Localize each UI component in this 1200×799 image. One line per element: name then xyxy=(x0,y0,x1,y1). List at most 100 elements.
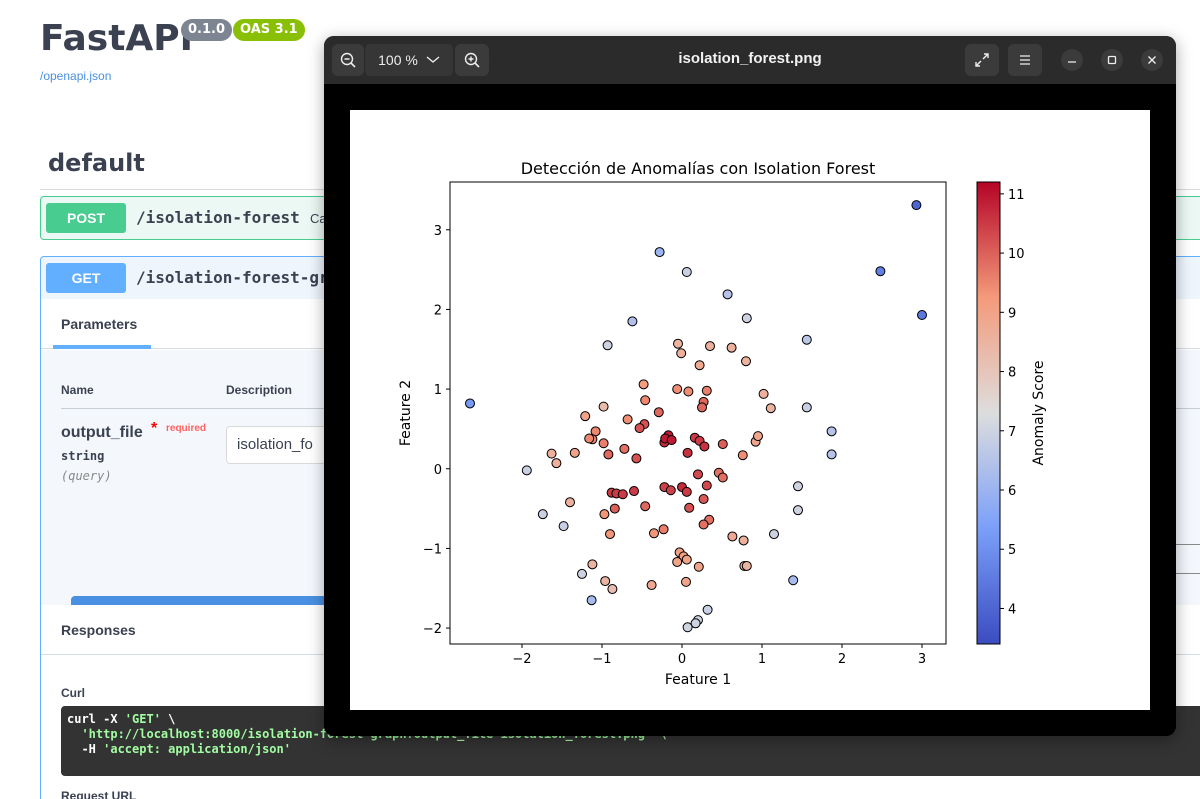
data-point xyxy=(569,447,580,458)
data-point xyxy=(727,531,738,542)
data-point xyxy=(617,489,628,500)
minimize-icon xyxy=(1068,61,1076,63)
colorbar-tick-label: 9 xyxy=(1008,306,1016,321)
zoom-out-button[interactable] xyxy=(332,44,364,76)
data-point xyxy=(622,414,633,425)
data-point xyxy=(603,449,614,460)
colorbar-tick-label: 4 xyxy=(1008,602,1016,617)
data-point xyxy=(801,402,812,413)
menu-button[interactable] xyxy=(1008,44,1042,76)
curl-line1b: 'GET' xyxy=(124,712,161,726)
y-tick-label: −1 xyxy=(423,542,442,557)
zoom-level-dropdown[interactable]: 100 % xyxy=(364,44,454,76)
data-point xyxy=(699,441,710,452)
data-point xyxy=(609,503,620,514)
data-point xyxy=(758,388,769,399)
data-point xyxy=(634,423,645,434)
table-edge-line xyxy=(1176,573,1200,574)
post-method-badge: POST xyxy=(46,203,126,233)
data-point xyxy=(826,449,837,460)
openapi-json-link[interactable]: /openapi.json xyxy=(40,69,112,83)
minimize-button[interactable] xyxy=(1061,49,1083,71)
data-point xyxy=(717,472,728,483)
param-name: output_file xyxy=(61,424,143,441)
data-point xyxy=(640,501,651,512)
tab-parameters[interactable]: Parameters xyxy=(61,316,138,332)
curl-line3a: -H xyxy=(67,742,104,756)
data-point xyxy=(681,576,691,587)
data-point xyxy=(738,535,749,546)
x-axis-label: Feature 1 xyxy=(665,672,731,688)
responses-title: Responses xyxy=(61,622,136,638)
column-header-name: Name xyxy=(61,383,94,397)
curl-label: Curl xyxy=(61,686,85,700)
data-point xyxy=(826,426,837,437)
data-point xyxy=(741,356,751,367)
data-point xyxy=(672,384,683,395)
section-title[interactable]: default xyxy=(48,149,145,177)
data-point xyxy=(769,529,779,540)
zoom-in-button[interactable] xyxy=(455,44,489,76)
y-tick-label: −2 xyxy=(423,622,442,637)
maximize-button[interactable] xyxy=(1101,49,1123,71)
column-header-description: Description xyxy=(226,383,293,397)
plot-area xyxy=(449,181,947,645)
data-point xyxy=(793,505,803,516)
data-point xyxy=(694,360,705,371)
curl-line1c: \ xyxy=(160,712,176,726)
zoom-level-value: 100 % xyxy=(378,52,418,68)
colorbar-ticks: 4 5 6 7 8 9 10 11 xyxy=(1000,188,1025,617)
data-point xyxy=(753,431,763,442)
data-point xyxy=(701,385,712,396)
data-point xyxy=(640,395,651,406)
fullscreen-button[interactable] xyxy=(965,44,999,76)
data-point xyxy=(741,560,752,571)
close-icon xyxy=(1148,56,1156,64)
request-url-label: Request URL xyxy=(61,789,137,799)
colorbar-tick-label: 6 xyxy=(1008,484,1016,499)
api-title: FastAPI xyxy=(40,18,194,59)
oas-badge: OAS 3.1 xyxy=(233,19,305,41)
data-point xyxy=(801,334,812,345)
curl-line1a: curl -X xyxy=(67,712,125,726)
data-point xyxy=(698,494,709,505)
y-tick-label: 0 xyxy=(434,463,442,478)
get-path: /isolation-forest-gr xyxy=(136,268,329,287)
data-point xyxy=(682,447,693,458)
table-edge-line xyxy=(1176,544,1200,545)
data-point xyxy=(911,200,922,211)
data-point xyxy=(701,480,712,491)
data-point xyxy=(672,556,683,567)
image-canvas[interactable]: Detección de Anomalías con Isolation For… xyxy=(350,110,1150,710)
data-point xyxy=(577,568,587,579)
y-tick-label: 1 xyxy=(434,383,442,398)
data-point xyxy=(654,247,665,258)
data-point xyxy=(605,529,615,540)
scatter-chart: Detección de Anomalías con Isolation For… xyxy=(398,159,1047,688)
data-points xyxy=(465,200,927,633)
data-point xyxy=(693,561,704,572)
data-point xyxy=(584,433,595,444)
data-point xyxy=(607,584,618,595)
data-point xyxy=(537,509,548,520)
data-point xyxy=(598,438,609,449)
image-viewer-window: 100 % isolation_forest.png xyxy=(324,36,1176,736)
data-point xyxy=(717,439,728,450)
chevron-down-icon xyxy=(426,56,440,63)
zoom-out-icon xyxy=(340,52,356,68)
y-tick-label: 3 xyxy=(434,224,442,239)
viewer-header-bar: 100 % isolation_forest.png xyxy=(324,36,1176,84)
colorbar-tick-label: 10 xyxy=(1008,247,1025,262)
data-point xyxy=(681,267,692,278)
param-type: string xyxy=(61,449,105,463)
data-point xyxy=(599,509,610,520)
data-point xyxy=(521,465,532,476)
close-button[interactable] xyxy=(1141,49,1163,71)
data-point xyxy=(602,340,613,351)
data-point xyxy=(697,402,707,413)
post-summary: Ca xyxy=(310,211,327,226)
version-badge: 0.1.0 xyxy=(181,19,233,41)
data-point xyxy=(653,407,664,418)
data-point xyxy=(788,575,799,586)
data-point xyxy=(690,618,701,629)
